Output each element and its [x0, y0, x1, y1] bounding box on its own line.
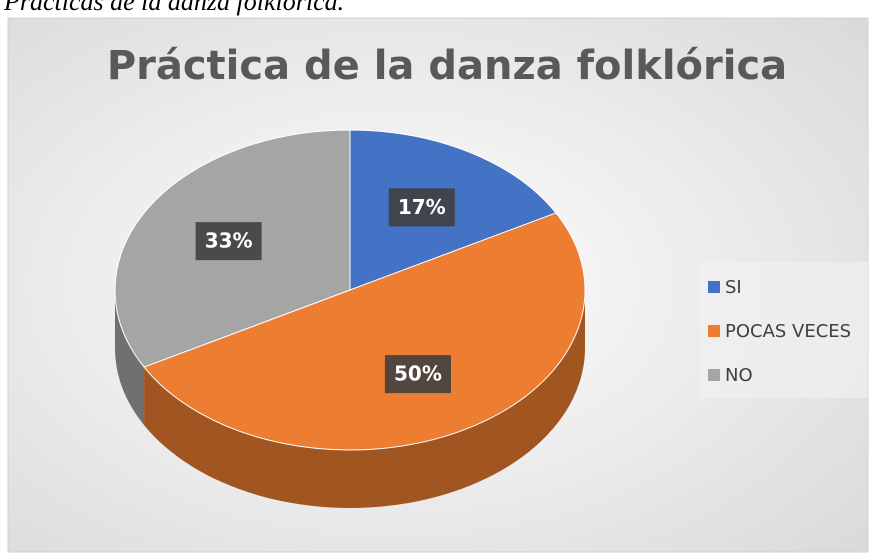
data-label: 33% — [205, 229, 253, 253]
data-label-box — [195, 222, 262, 261]
legend-label: POCAS VECES — [725, 321, 851, 342]
slice — [143, 212, 586, 451]
legend — [700, 262, 868, 398]
legend-label: NO — [725, 365, 753, 386]
data-label-box — [388, 188, 455, 227]
slice-side — [144, 290, 585, 508]
data-label: 17% — [398, 195, 446, 219]
slice-side — [114, 290, 145, 426]
data-label-box — [384, 355, 451, 394]
data-label: 50% — [394, 362, 442, 386]
legend-swatch — [708, 325, 720, 337]
chart-title: Práctica de la danza folklórica — [107, 43, 787, 89]
legend-swatch — [708, 369, 720, 381]
caption: Prácticas de la danza folklórica. — [3, 0, 344, 16]
legend-swatch — [708, 281, 720, 293]
legend-label: SI — [725, 277, 742, 298]
